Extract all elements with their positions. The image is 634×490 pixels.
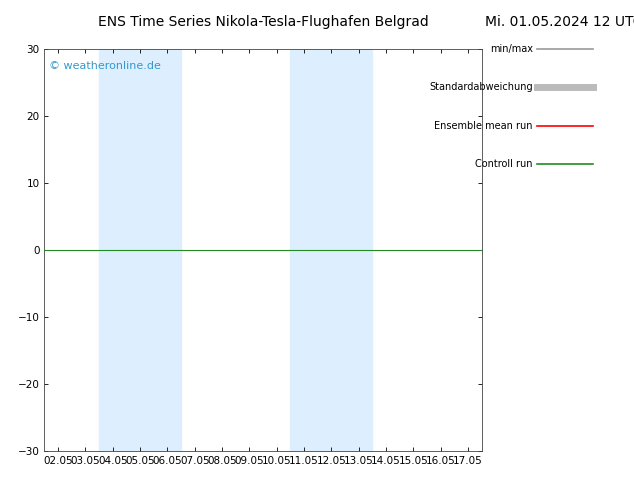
Bar: [290, 49, 373, 451]
Text: Mi. 01.05.2024 12 UTC: Mi. 01.05.2024 12 UTC: [485, 15, 634, 29]
Bar: [99, 49, 181, 451]
Text: Ensemble mean run: Ensemble mean run: [434, 121, 533, 131]
Text: Controll run: Controll run: [476, 159, 533, 169]
Text: ENS Time Series Nikola-Tesla-Flughafen Belgrad: ENS Time Series Nikola-Tesla-Flughafen B…: [98, 15, 429, 29]
Text: © weatheronline.de: © weatheronline.de: [49, 61, 160, 71]
Text: min/max: min/max: [490, 44, 533, 54]
Text: Standardabweichung: Standardabweichung: [429, 82, 533, 93]
